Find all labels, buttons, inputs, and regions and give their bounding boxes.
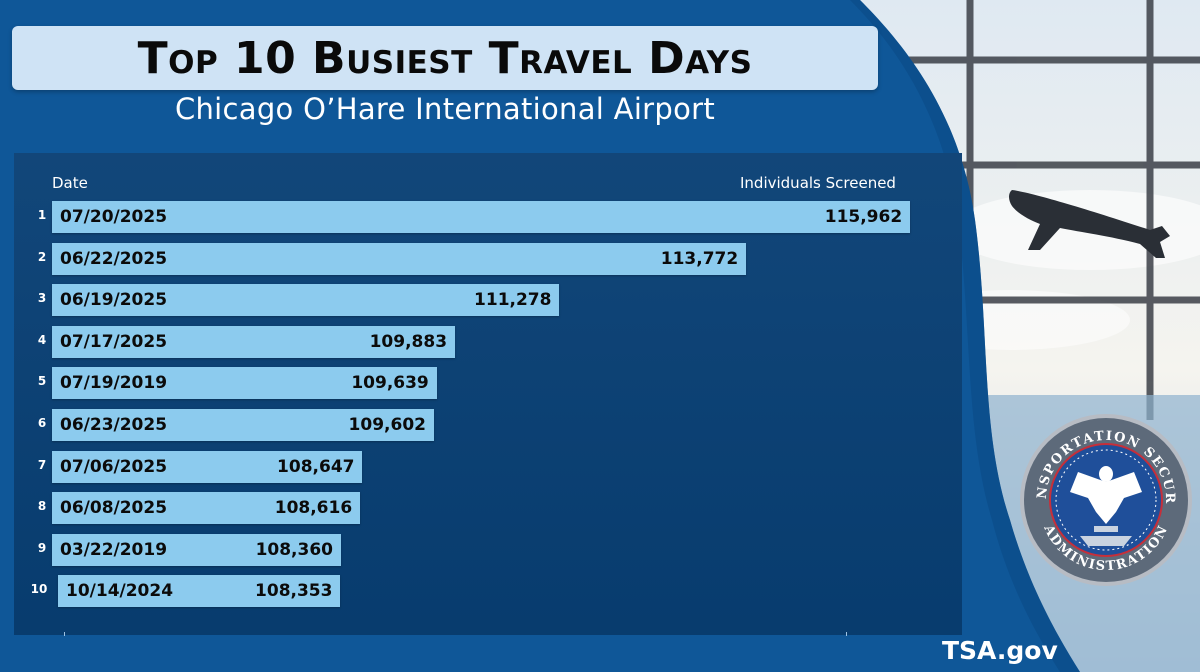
bar — [52, 450, 363, 483]
chart-title: Top 10 Busiest Travel Days — [137, 32, 753, 84]
tsa-seal-icon: TRANSPORTATION SECURITY ADMINISTRATION — [1018, 412, 1192, 586]
rank-label: 8 — [37, 499, 47, 514]
value-label: 108,647 — [277, 456, 355, 477]
value-label: 109,602 — [348, 415, 426, 435]
date-label: 06/19/2025 — [60, 290, 168, 311]
value-label: 108,353 — [255, 581, 333, 602]
value-column-header: Individuals Screened — [740, 174, 896, 192]
date-label: 06/23/2025 — [60, 415, 168, 435]
bar — [52, 367, 437, 400]
value-label: 111,278 — [474, 290, 552, 311]
rank-label: 10 — [30, 582, 48, 597]
date-label: 07/20/2025 — [60, 207, 168, 227]
title-box — [12, 26, 878, 90]
date-column-header: Date — [52, 174, 88, 192]
rank-label: 6 — [37, 416, 47, 430]
value-label: 108,360 — [255, 539, 333, 560]
bar — [52, 533, 341, 566]
rank-label: 2 — [37, 249, 47, 264]
rank-label: 4 — [37, 332, 47, 347]
date-label: 06/22/2025 — [60, 248, 168, 269]
bar — [58, 575, 341, 608]
airplane-icon — [1009, 190, 1170, 258]
rank-label: 9 — [37, 540, 47, 555]
bar — [52, 325, 456, 358]
date-label: 03/22/2019 — [60, 539, 168, 560]
bar — [52, 492, 361, 525]
date-label: 07/06/2025 — [60, 456, 168, 477]
axis-tick — [64, 632, 65, 636]
date-label: 10/14/2024 — [66, 581, 174, 602]
bar — [52, 242, 747, 275]
rank-label: 5 — [37, 374, 47, 389]
value-label: 108,616 — [274, 498, 353, 519]
date-label: 07/19/2019 — [60, 373, 168, 394]
value-label: 109,883 — [369, 331, 448, 352]
value-label: 115,962 — [824, 207, 903, 227]
value-label: 109,639 — [351, 373, 429, 394]
chart-subtitle: Chicago O’Hare International Airport — [174, 92, 716, 126]
bar — [52, 201, 911, 233]
value-label: 113,772 — [660, 248, 739, 269]
bar — [52, 284, 560, 317]
axis-tick — [846, 632, 847, 636]
date-label: 06/08/2025 — [60, 498, 168, 519]
date-label: 07/17/2025 — [60, 331, 168, 352]
rank-label: 1 — [37, 208, 47, 222]
site-link[interactable]: TSA.gov — [942, 636, 1058, 665]
bar — [52, 409, 434, 441]
rank-label: 3 — [37, 291, 47, 306]
rank-label: 7 — [37, 457, 47, 472]
